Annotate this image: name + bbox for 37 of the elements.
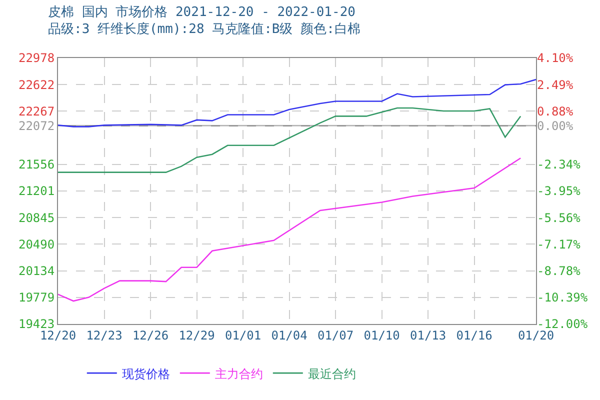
y2-tick-label: 0.00% (537, 118, 574, 133)
line-series (58, 78, 536, 128)
x-tick-label: 12/29 (178, 328, 215, 342)
legend-label: 主力合约 (214, 366, 263, 381)
y2-tick-label: -10.39% (537, 290, 588, 305)
chart-subtitle: 品级:3 纤维长度(mm):28 马克隆值:B级 颜色:白棉 (48, 20, 360, 37)
x-tick-label: 01/13 (410, 328, 446, 342)
y2-tick-label: -7.17% (537, 237, 582, 252)
x-tick-label: 01/01 (224, 328, 262, 342)
y-tick-label: 21556 (18, 158, 55, 172)
x-tick-label: 12/26 (132, 328, 169, 342)
y2-tick-label: 4.10% (537, 51, 574, 66)
legend-label: 最近合约 (308, 366, 356, 381)
y-tick-label: 22622 (18, 78, 55, 92)
y2-tick-label: 2.49% (537, 78, 574, 92)
y-tick-label: 22978 (18, 51, 55, 66)
x-tick-label: 01/04 (271, 328, 308, 342)
y-tick-label: 20845 (18, 210, 55, 225)
y2-tick-label: -5.56% (537, 210, 582, 225)
x-tick-label: 01/10 (364, 328, 400, 342)
y-tick-label: 20490 (18, 237, 55, 252)
y2-tick-label: 0.88% (537, 104, 574, 118)
y-tick-label: 22072 (18, 118, 55, 133)
y-tick-label: 19779 (18, 290, 55, 305)
y2-tick-label: -3.95% (537, 184, 582, 198)
line-series (58, 107, 522, 173)
chart-title: 皮棉 国内 市场价格 2021-12-20 - 2022-01-20 (48, 5, 356, 20)
y-tick-label: 20134 (18, 264, 55, 278)
x-tick-label: 01/07 (317, 328, 354, 342)
legend-label: 现货价格 (122, 366, 170, 381)
y-tick-label: 21201 (18, 184, 55, 198)
x-tick-label: 12/23 (86, 328, 122, 342)
y2-tick-label: -8.78% (537, 264, 582, 278)
line-series (58, 157, 522, 302)
y-tick-label: 22267 (18, 104, 55, 118)
x-tick-label: 01/16 (456, 328, 492, 342)
y2-tick-label: -2.34% (537, 158, 582, 172)
